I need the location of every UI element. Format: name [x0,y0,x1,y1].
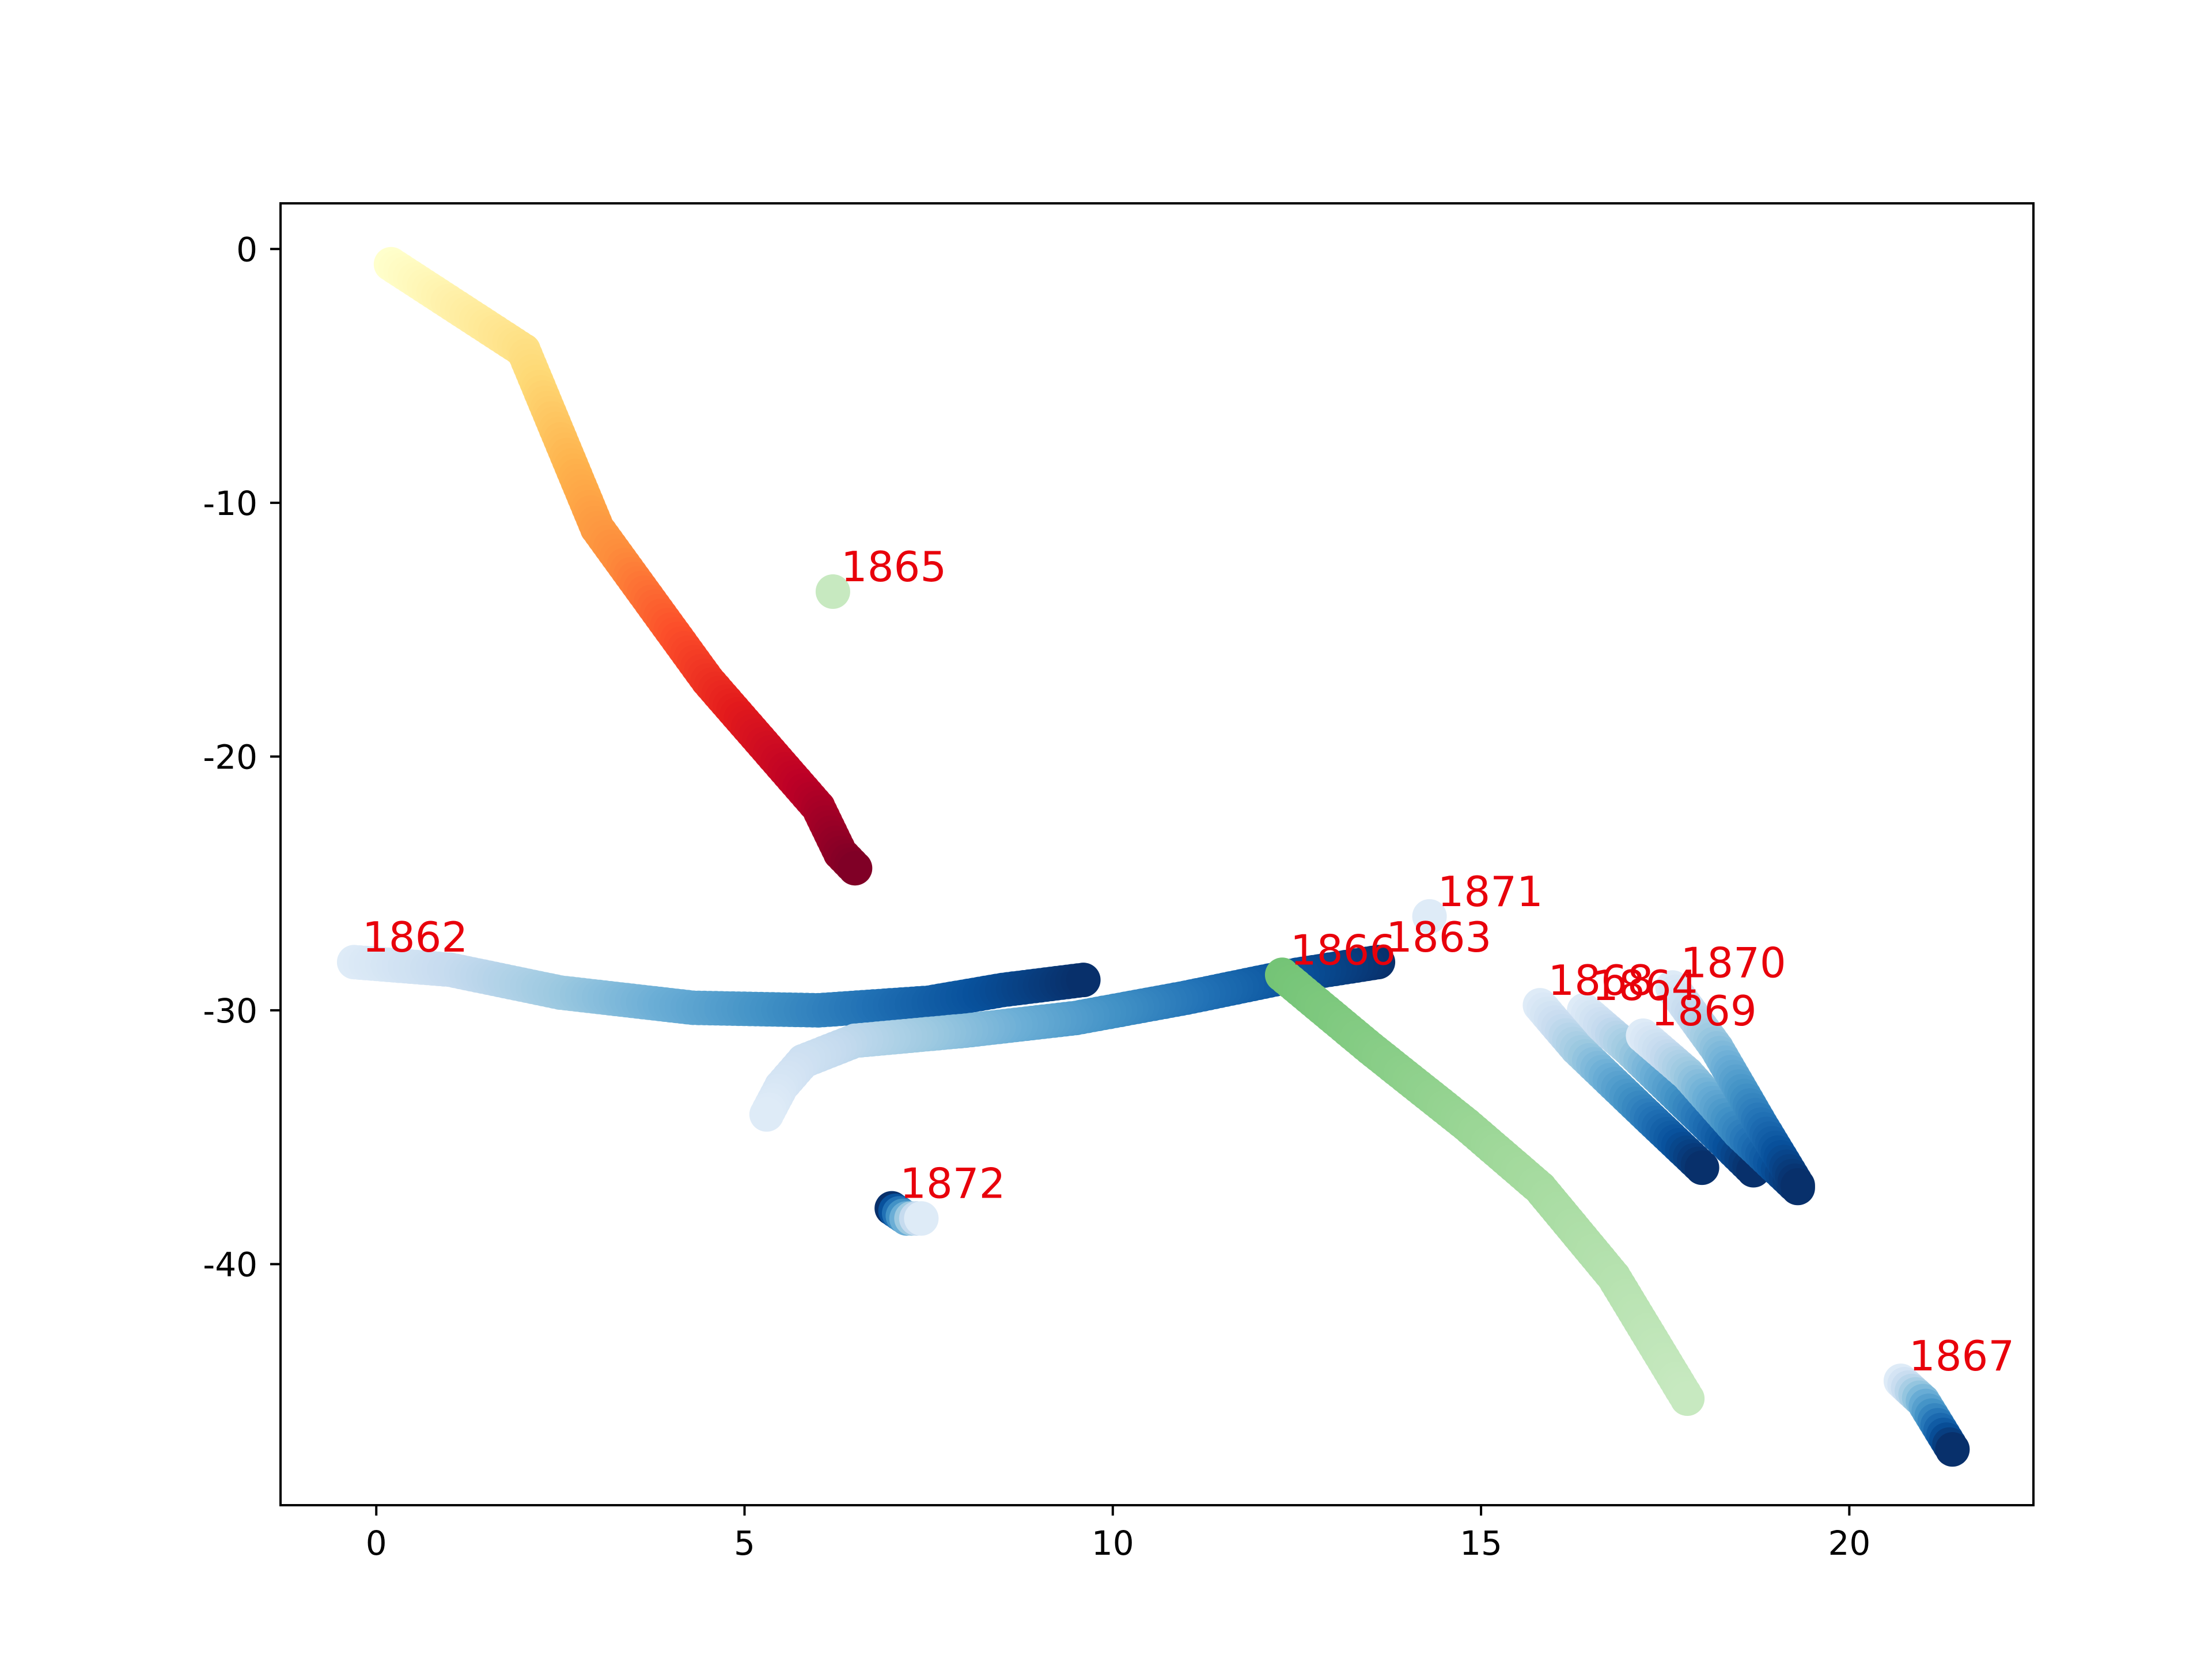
track-1865 [815,574,850,609]
track-1871 [1412,899,1447,934]
track-point [1935,1432,1970,1467]
axis-ticks: 0 5 10 15 20 0 -10 -20 -30 -40 [203,230,1870,1563]
track-label-1872: 1872 [900,1160,1005,1208]
y-tick-label: -40 [203,1245,257,1284]
track-point [838,851,873,886]
track-1866 [1264,957,1705,1416]
track-1862 [336,945,1101,1028]
track-label-1871: 1871 [1438,868,1543,916]
x-tick-label: 15 [1460,1524,1502,1563]
track-point [815,574,850,609]
y-tick-label: -10 [203,484,257,523]
y-tick-label: -20 [203,737,257,777]
track-point [1780,1168,1815,1203]
track-label-1864: 1864 [1592,961,1698,1010]
track-label-1866: 1866 [1290,926,1396,974]
track-label-1865: 1865 [841,543,946,591]
track-point [1670,1381,1705,1416]
track-point [904,1201,939,1236]
track-label-1868: 1868 [1548,956,1653,1005]
track-point [1066,963,1101,998]
x-tick-label: 10 [1092,1524,1134,1563]
track-1868 [1522,988,1719,1185]
track-1867 [1883,1363,1970,1467]
x-tick-label: 5 [734,1524,755,1563]
track-label-1862: 1862 [362,913,468,961]
track-label-1869: 1869 [1651,987,1756,1035]
track-1872 [874,1191,939,1236]
track-series-0 [373,247,873,886]
x-tick-label: 20 [1828,1524,1870,1563]
track-label-1863: 1863 [1386,913,1491,961]
track-1870 [1655,970,1815,1203]
y-tick-label: 0 [236,230,257,269]
axes-frame [279,202,2035,1506]
track-point [749,1097,784,1132]
x-tick-label: 0 [366,1524,387,1563]
trajectory-layer [336,247,1970,1467]
track-label-1870: 1870 [1681,938,1786,987]
track-label-1867: 1867 [1909,1332,2014,1380]
y-tick-label: -30 [203,991,257,1031]
track-point [1684,1150,1719,1185]
track-point [1412,899,1447,934]
